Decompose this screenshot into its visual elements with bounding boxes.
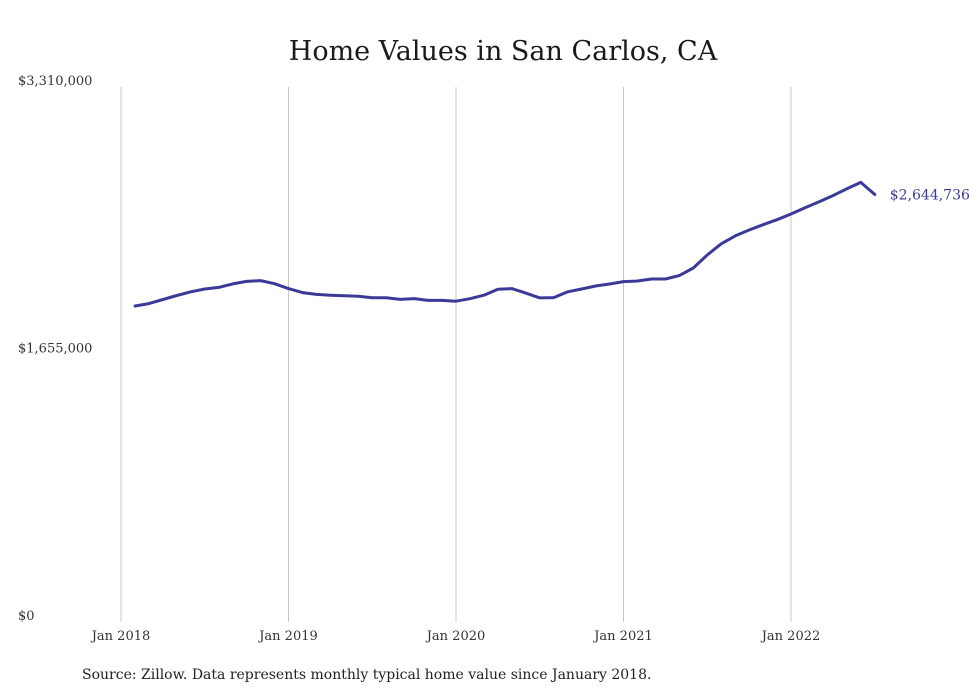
x-tick-label: Jan 2021 xyxy=(592,629,653,644)
x-tick-label: Jan 2022 xyxy=(760,629,821,644)
y-tick-label: $3,310,000 xyxy=(18,74,92,89)
chart-title: Home Values in San Carlos, CA xyxy=(289,36,718,67)
y-tick-label: $1,655,000 xyxy=(18,342,92,357)
series-layer xyxy=(133,180,877,308)
x-tick-label: Jan 2018 xyxy=(90,629,151,644)
source-note: Source: Zillow. Data represents monthly … xyxy=(82,667,652,683)
gridlines xyxy=(120,87,792,622)
series-line xyxy=(133,180,877,308)
x-axis-ticks: Jan 2018 Jan 2019 Jan 2020 Jan 2021 Jan 2022 xyxy=(90,629,821,644)
data-labels: $2,644,736 xyxy=(890,188,970,204)
x-tick-label: Jan 2019 xyxy=(257,629,318,644)
y-tick-label: $0 xyxy=(18,609,35,624)
end-value-label: $2,644,736 xyxy=(890,188,970,204)
x-tick-label: Jan 2020 xyxy=(425,629,486,644)
y-axis-ticks: $3,310,000 $1,655,000 $0 xyxy=(18,74,92,624)
